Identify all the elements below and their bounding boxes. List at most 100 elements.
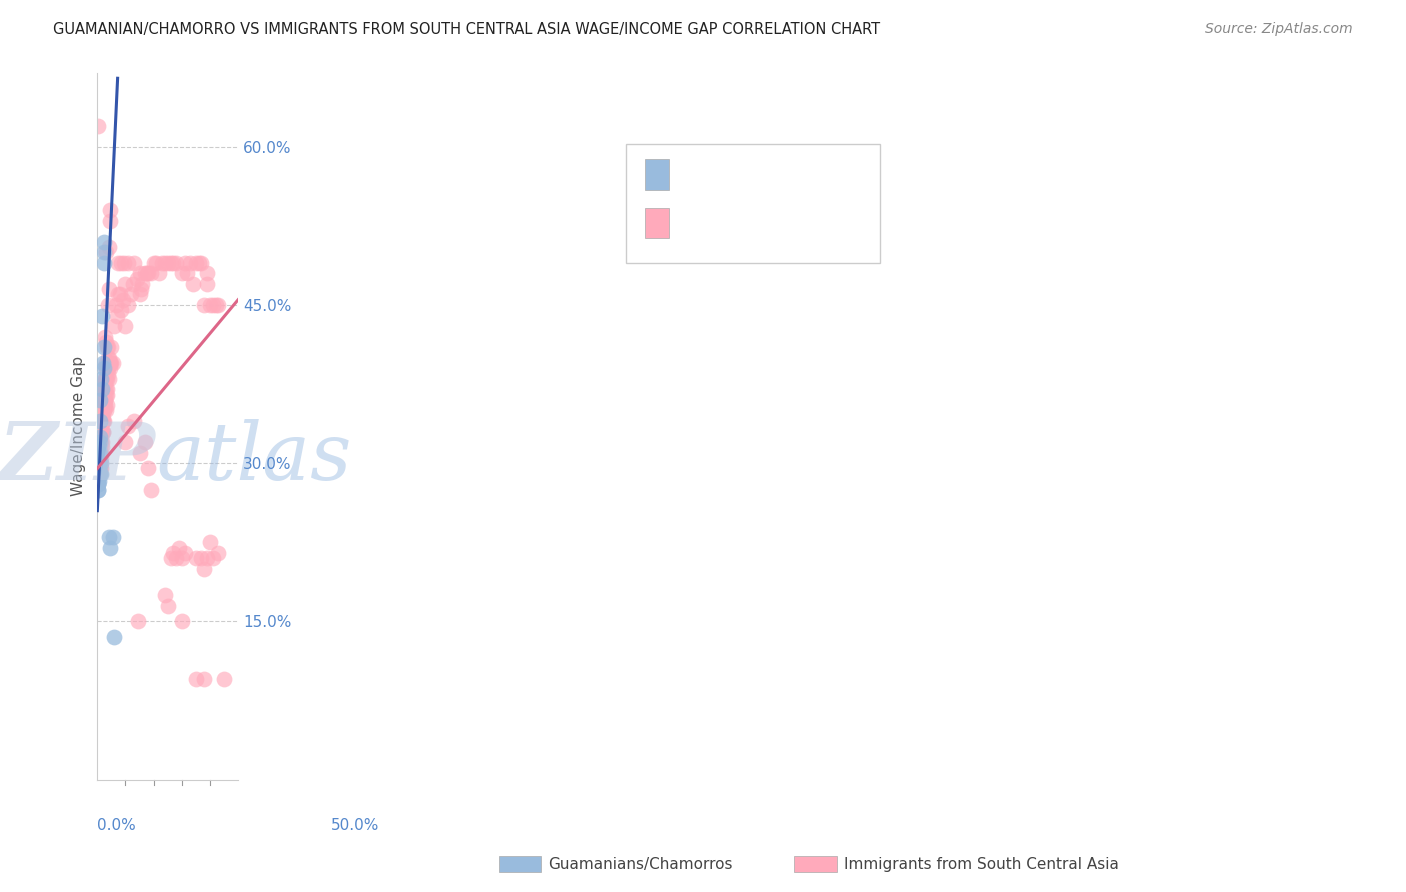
Point	[181, 277, 204, 291]
Point	[97, 372, 120, 386]
Point	[193, 673, 215, 687]
Point	[94, 383, 117, 397]
Point	[89, 414, 111, 428]
Point	[112, 256, 135, 270]
Point	[105, 309, 128, 323]
Text: N = 34: N = 34	[775, 166, 838, 184]
Text: Immigrants from South Central Asia: Immigrants from South Central Asia	[844, 857, 1119, 871]
Point	[100, 356, 122, 370]
Point	[87, 467, 110, 481]
Point	[98, 240, 121, 254]
Point	[89, 467, 111, 481]
Point	[94, 334, 117, 349]
Point	[93, 245, 115, 260]
Point	[87, 461, 110, 475]
Point	[93, 235, 115, 249]
Point	[98, 361, 121, 376]
Point	[97, 340, 120, 354]
Point	[93, 398, 115, 412]
Point	[170, 615, 193, 629]
Point	[94, 392, 117, 407]
Point	[93, 383, 115, 397]
Point	[187, 256, 209, 270]
Point	[120, 287, 142, 301]
Point	[136, 461, 159, 475]
Point	[100, 340, 122, 354]
Point	[87, 445, 110, 459]
Text: N = 131: N = 131	[775, 214, 849, 232]
Point	[114, 435, 136, 450]
Point	[97, 361, 120, 376]
Point	[90, 435, 112, 450]
Text: 0.0%: 0.0%	[97, 819, 136, 833]
Point	[153, 588, 176, 602]
Point	[89, 450, 111, 465]
Point	[87, 456, 110, 470]
Text: Source: ZipAtlas.com: Source: ZipAtlas.com	[1205, 22, 1353, 37]
Point	[98, 203, 121, 218]
Point	[107, 256, 129, 270]
Point	[162, 256, 184, 270]
Point	[91, 425, 114, 439]
Point	[94, 403, 117, 417]
Point	[96, 340, 118, 354]
Point	[91, 356, 114, 370]
Point	[87, 474, 110, 488]
Point	[165, 551, 187, 566]
Point	[89, 435, 111, 450]
Point	[173, 546, 195, 560]
Point	[184, 256, 207, 270]
Point	[93, 398, 115, 412]
Point	[103, 630, 125, 644]
Point	[90, 430, 112, 444]
Y-axis label: Wage/Income Gap: Wage/Income Gap	[72, 356, 86, 496]
Text: 50.0%: 50.0%	[330, 819, 378, 833]
Point	[104, 298, 127, 312]
Point	[93, 340, 115, 354]
Point	[97, 351, 120, 365]
Point	[89, 456, 111, 470]
Point	[93, 372, 115, 386]
Point	[117, 256, 139, 270]
Point	[94, 329, 117, 343]
Point	[93, 403, 115, 417]
Point	[98, 213, 121, 227]
Point	[93, 383, 115, 397]
Text: GUAMANIAN/CHAMORRO VS IMMIGRANTS FROM SOUTH CENTRAL ASIA WAGE/INCOME GAP CORRELA: GUAMANIAN/CHAMORRO VS IMMIGRANTS FROM SO…	[53, 22, 880, 37]
Point	[94, 387, 117, 401]
Point	[89, 456, 111, 470]
Point	[89, 461, 111, 475]
Text: Guamanians/Chamorros: Guamanians/Chamorros	[548, 857, 733, 871]
Point	[91, 414, 114, 428]
Point	[139, 483, 162, 497]
Text: R = 0.385: R = 0.385	[676, 214, 768, 232]
Point	[87, 461, 110, 475]
Point	[148, 266, 170, 280]
Point	[97, 282, 120, 296]
Point	[193, 298, 215, 312]
Point	[94, 372, 117, 386]
Point	[94, 356, 117, 370]
Point	[90, 309, 112, 323]
Point	[165, 256, 187, 270]
Point	[129, 282, 152, 296]
Point	[96, 387, 118, 401]
Point	[159, 256, 181, 270]
Point	[131, 277, 153, 291]
Point	[89, 461, 111, 475]
Point	[190, 551, 212, 566]
Point	[87, 483, 110, 497]
Point	[121, 277, 143, 291]
Point	[90, 435, 112, 450]
Point	[97, 530, 120, 544]
Point	[89, 456, 111, 470]
Point	[90, 387, 112, 401]
Point	[142, 256, 165, 270]
Point	[89, 467, 111, 481]
Point	[94, 361, 117, 376]
Point	[110, 256, 132, 270]
Point	[201, 298, 224, 312]
Point	[111, 293, 134, 307]
Point	[97, 356, 120, 370]
Point	[98, 356, 121, 370]
